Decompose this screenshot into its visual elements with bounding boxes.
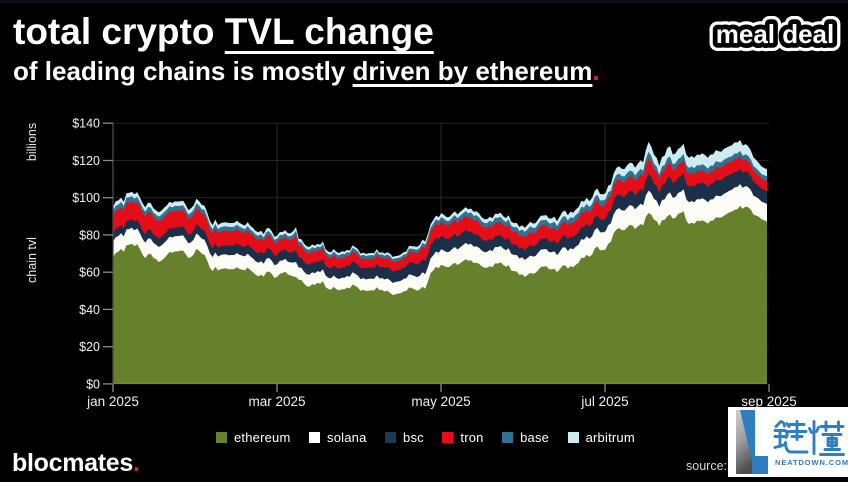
svg-text:sep 2025: sep 2025 [741,394,797,409]
svg-text:meal deal: meal deal [716,19,835,49]
svg-text:$60: $60 [79,266,100,280]
svg-text:$100: $100 [72,191,100,205]
svg-text:$120: $120 [72,154,100,168]
svg-text:NEATDOWN.COM: NEATDOWN.COM [775,458,848,467]
svg-text:jan 2025: jan 2025 [86,394,139,409]
svg-text:$0: $0 [86,377,100,391]
svg-text:$80: $80 [79,228,100,242]
svg-text:jul 2025: jul 2025 [580,394,628,409]
svg-text:chain tvl: chain tvl [25,237,39,283]
svg-text:mar 2025: mar 2025 [248,394,305,409]
svg-text:meal deal: meal deal [716,19,835,49]
svg-text:may 2025: may 2025 [411,394,470,409]
svg-text:billions: billions [25,123,39,161]
svg-text:$40: $40 [79,303,100,317]
svg-text:$140: $140 [72,117,100,131]
svg-text:$20: $20 [79,340,100,354]
